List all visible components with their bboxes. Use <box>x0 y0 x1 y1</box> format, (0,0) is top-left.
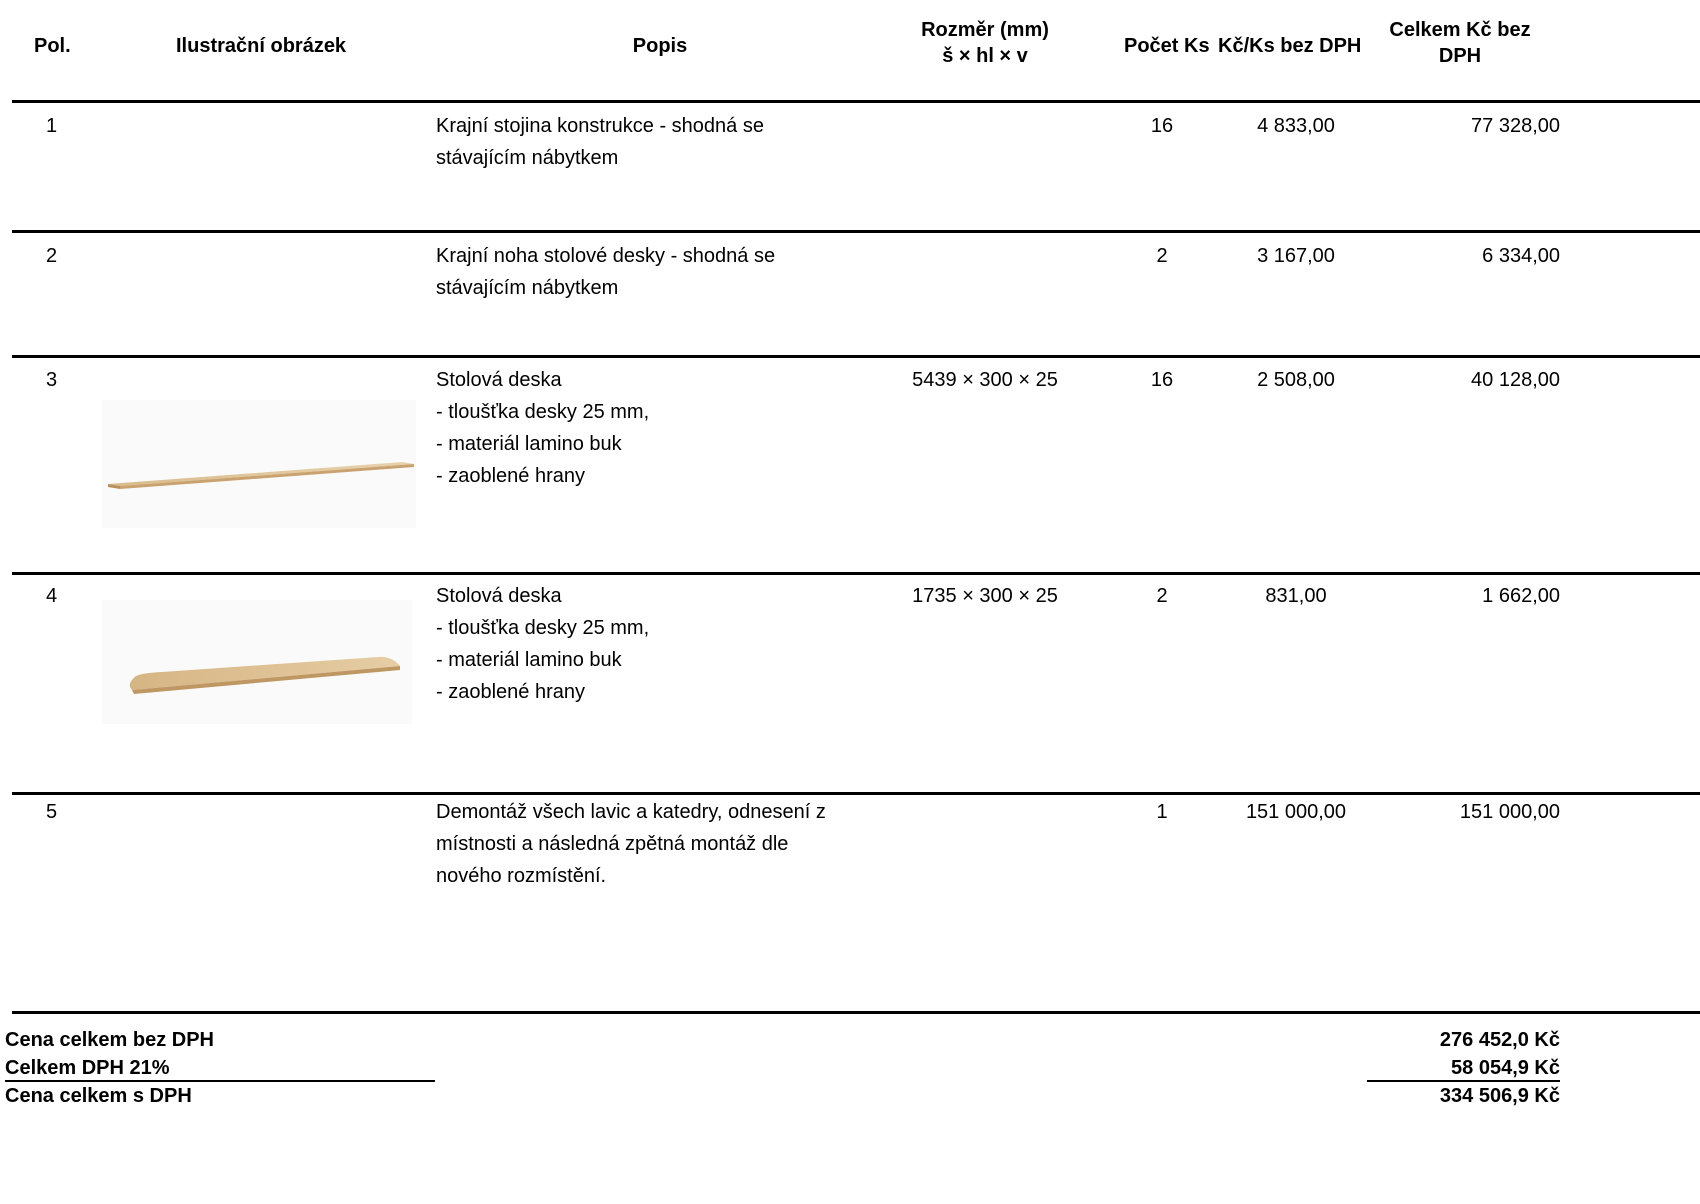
row-divider <box>12 355 1700 358</box>
row-qty: 2 <box>1156 585 1168 607</box>
row-qty: 16 <box>1150 115 1174 137</box>
total-underline-right <box>1367 1080 1560 1082</box>
header-popis: Popis <box>632 35 688 57</box>
header-image: Ilustrační obrázek <box>176 35 347 57</box>
row-description: Stolová deska - tloušťka desky 25 mm, - … <box>436 369 650 487</box>
row-pol: 1 <box>46 115 58 137</box>
row-pol: 4 <box>46 585 58 607</box>
row-description: Krajní stojina konstrukce - shodná se st… <box>436 115 764 169</box>
row-unit-price: 3 167,00 <box>1257 245 1335 267</box>
header-total: Celkem Kč bez DPH <box>1380 17 1540 69</box>
header-pol: Pol. <box>34 35 71 57</box>
row-divider <box>12 792 1700 795</box>
row-description: Demontáž všech lavic a katedry, odnesení… <box>436 801 826 887</box>
desk-board-short-icon <box>129 656 400 694</box>
desk-board-long-image <box>102 400 416 528</box>
row-divider <box>12 572 1700 575</box>
total-vat-value: 58 054,9 Kč <box>1451 1057 1560 1079</box>
header-pocet: Počet Ks <box>1124 35 1210 57</box>
row-pol: 3 <box>46 369 58 391</box>
totals-divider <box>12 1011 1700 1014</box>
row-total: 6 334,00 <box>1482 245 1560 267</box>
row-divider <box>12 100 1700 103</box>
row-total: 77 328,00 <box>1471 115 1560 137</box>
row-unit-price: 831,00 <box>1265 585 1327 607</box>
header-unit-price: Kč/Ks bez DPH <box>1218 35 1362 57</box>
row-pol: 2 <box>46 245 58 267</box>
desk-board-short-image <box>102 600 412 724</box>
total-gross-value: 334 506,9 Kč <box>1439 1085 1560 1107</box>
total-vat-label: Celkem DPH 21% <box>5 1057 170 1079</box>
row-unit-price: 151 000,00 <box>1245 801 1347 823</box>
row-qty: 2 <box>1156 245 1168 267</box>
row-pol: 5 <box>46 801 58 823</box>
total-net-label: Cena celkem bez DPH <box>5 1029 214 1051</box>
header-total-line1: Celkem Kč bez <box>1389 19 1531 41</box>
row-total: 151 000,00 <box>1459 801 1560 823</box>
total-underline-left <box>5 1080 435 1082</box>
desk-board-long-icon <box>108 462 414 489</box>
row-dims: 5439 × 300 × 25 <box>912 369 1058 391</box>
header-total-line2: DPH <box>1438 45 1482 67</box>
header-rozmer-line2: š × hl × v <box>942 45 1028 67</box>
row-qty: 16 <box>1150 369 1174 391</box>
row-total: 40 128,00 <box>1471 369 1560 391</box>
total-net-value: 276 452,0 Kč <box>1439 1029 1560 1051</box>
total-gross-label: Cena celkem s DPH <box>5 1085 192 1107</box>
row-total: 1 662,00 <box>1482 585 1560 607</box>
row-qty: 1 <box>1156 801 1168 823</box>
row-description: Stolová deska - tloušťka desky 25 mm, - … <box>436 585 650 703</box>
row-unit-price: 4 833,00 <box>1257 115 1335 137</box>
row-description: Krajní noha stolové desky - shodná se st… <box>436 245 776 299</box>
header-rozmer: Rozměr (mm) š × hl × v <box>900 17 1070 69</box>
header-rozmer-line1: Rozměr (mm) <box>921 19 1049 41</box>
row-divider <box>12 230 1700 233</box>
row-dims: 1735 × 300 × 25 <box>912 585 1058 607</box>
row-unit-price: 2 508,00 <box>1257 369 1335 391</box>
